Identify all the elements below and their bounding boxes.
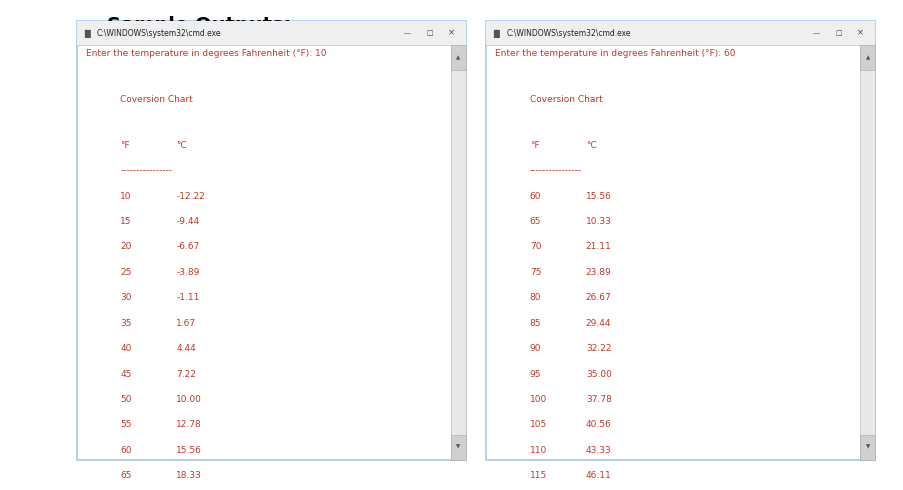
Text: 105: 105: [529, 420, 546, 429]
Text: 30: 30: [120, 294, 132, 302]
Text: 10.00: 10.00: [176, 395, 202, 404]
Text: 23.89: 23.89: [585, 268, 610, 277]
Text: █: █: [493, 28, 498, 38]
Text: 46.11: 46.11: [585, 471, 610, 480]
Text: 90: 90: [529, 344, 541, 353]
Text: -9.44: -9.44: [176, 217, 200, 226]
Text: ▲: ▲: [455, 55, 460, 60]
Text: 18.33: 18.33: [176, 471, 202, 480]
Text: 25: 25: [120, 268, 132, 277]
Text: 35: 35: [120, 318, 132, 328]
Text: 4.44: 4.44: [176, 344, 196, 353]
Text: 60: 60: [529, 192, 541, 200]
Text: 15.56: 15.56: [176, 446, 202, 455]
Text: ×: ×: [856, 28, 863, 38]
Text: 110: 110: [529, 446, 546, 455]
Text: 10.33: 10.33: [585, 217, 611, 226]
Text: 55: 55: [120, 420, 132, 429]
Text: 65: 65: [120, 471, 132, 480]
Text: 1.67: 1.67: [176, 318, 196, 328]
Text: 40.56: 40.56: [585, 420, 610, 429]
Text: 50: 50: [120, 395, 132, 404]
Text: Enter the temperature in degrees Fahrenheit (°F): 10: Enter the temperature in degrees Fahrenh…: [86, 49, 326, 58]
Bar: [860, 45, 874, 460]
Text: ----------------: ----------------: [529, 166, 582, 175]
Text: □: □: [834, 30, 842, 36]
Text: C:\WINDOWS\system32\cmd.exe: C:\WINDOWS\system32\cmd.exe: [506, 28, 630, 38]
Text: 7.22: 7.22: [176, 369, 196, 379]
Text: 95: 95: [529, 369, 541, 379]
Text: 15: 15: [120, 217, 132, 226]
Text: 43.33: 43.33: [585, 446, 610, 455]
Text: ▼: ▼: [455, 445, 460, 450]
Text: Coversion Chart: Coversion Chart: [120, 95, 192, 104]
Text: °F: °F: [529, 141, 539, 149]
Text: Coversion Chart: Coversion Chart: [529, 95, 601, 104]
Text: -12.22: -12.22: [176, 192, 205, 200]
Text: —: —: [812, 30, 819, 36]
Text: 100: 100: [529, 395, 546, 404]
Text: -1.11: -1.11: [176, 294, 200, 302]
FancyBboxPatch shape: [77, 21, 465, 460]
Text: -6.67: -6.67: [176, 243, 200, 251]
Text: 115: 115: [529, 471, 546, 480]
Text: Sample Outputs:: Sample Outputs:: [107, 16, 291, 35]
Text: 35.00: 35.00: [585, 369, 611, 379]
Bar: [77, 21, 465, 45]
Text: °C: °C: [176, 141, 187, 149]
Text: 20: 20: [120, 243, 132, 251]
Bar: [451, 45, 465, 460]
FancyBboxPatch shape: [486, 21, 874, 460]
Text: 60: 60: [120, 446, 132, 455]
Text: C:\WINDOWS\system32\cmd.exe: C:\WINDOWS\system32\cmd.exe: [97, 28, 221, 38]
Text: 21.11: 21.11: [585, 243, 610, 251]
Bar: [451, 435, 465, 460]
Text: ▲: ▲: [864, 55, 869, 60]
Text: 29.44: 29.44: [585, 318, 610, 328]
Text: 40: 40: [120, 344, 132, 353]
Text: °F: °F: [120, 141, 130, 149]
Text: □: □: [425, 30, 433, 36]
Text: 12.78: 12.78: [176, 420, 201, 429]
Bar: [486, 21, 874, 45]
Text: █: █: [84, 28, 89, 38]
Text: Enter the temperature in degrees Fahrenheit (°F): 60: Enter the temperature in degrees Fahrenh…: [495, 49, 735, 58]
Text: 45: 45: [120, 369, 132, 379]
Text: 15.56: 15.56: [585, 192, 611, 200]
Text: °C: °C: [585, 141, 596, 149]
Text: 37.78: 37.78: [585, 395, 611, 404]
Text: 70: 70: [529, 243, 541, 251]
Text: ----------------: ----------------: [120, 166, 172, 175]
Text: 75: 75: [529, 268, 541, 277]
Text: ×: ×: [447, 28, 454, 38]
Text: 10: 10: [120, 192, 132, 200]
Text: 80: 80: [529, 294, 541, 302]
Text: 32.22: 32.22: [585, 344, 610, 353]
Text: 65: 65: [529, 217, 541, 226]
Bar: [860, 45, 874, 70]
Text: —: —: [403, 30, 410, 36]
Bar: [860, 435, 874, 460]
Text: 85: 85: [529, 318, 541, 328]
Text: ▼: ▼: [864, 445, 869, 450]
Bar: [451, 45, 465, 70]
Text: -3.89: -3.89: [176, 268, 200, 277]
Text: 26.67: 26.67: [585, 294, 610, 302]
